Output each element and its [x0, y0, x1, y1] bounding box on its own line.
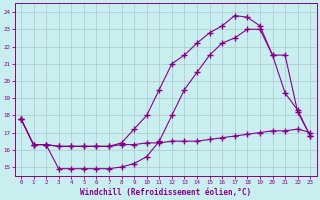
- X-axis label: Windchill (Refroidissement éolien,°C): Windchill (Refroidissement éolien,°C): [80, 188, 251, 197]
